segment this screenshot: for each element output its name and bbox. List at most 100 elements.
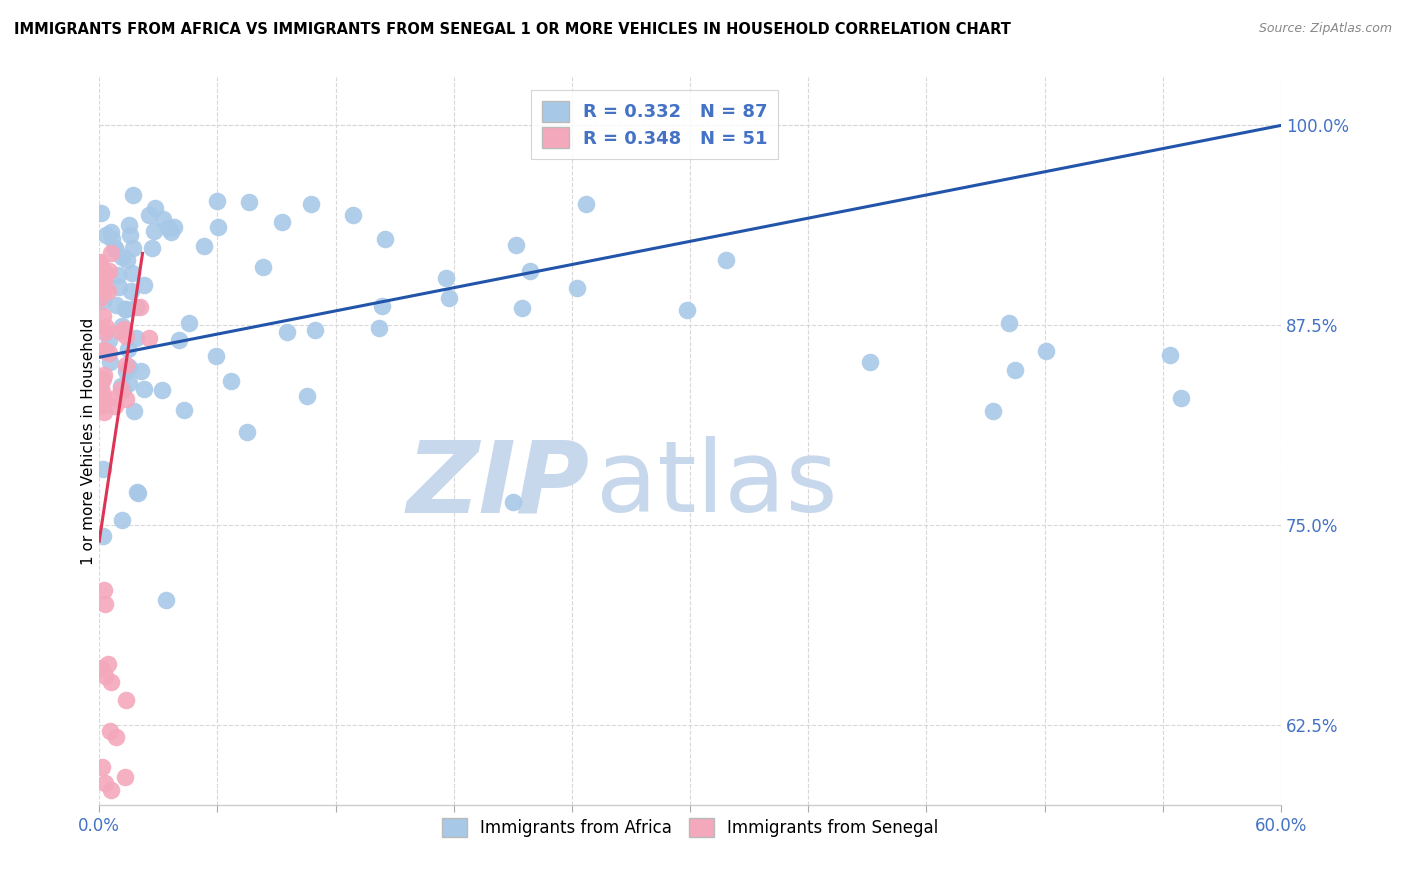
Point (104, 243, 127, 257)
Point (207, 194, 229, 209)
Point (98, 333, 121, 347)
Point (304, 322, 326, 336)
Point (93, 325, 115, 339)
Point (101, 232, 124, 246)
Point (89, 399, 111, 413)
Point (108, 279, 131, 293)
Point (93, 282, 115, 296)
Point (125, 331, 148, 345)
Point (112, 322, 135, 336)
Point (91, 387, 114, 401)
Text: Source: ZipAtlas.com: Source: ZipAtlas.com (1258, 22, 1392, 36)
Point (97, 263, 120, 277)
Point (93, 582, 115, 597)
Point (91, 293, 114, 308)
Point (238, 194, 260, 209)
Point (94, 669, 117, 683)
Point (173, 402, 195, 417)
Point (150, 384, 173, 398)
Point (93, 267, 115, 281)
Point (100, 246, 122, 260)
Point (94, 776, 117, 790)
Point (94, 320, 117, 334)
Point (91, 529, 114, 543)
Point (142, 224, 165, 238)
Point (97, 346, 120, 360)
Point (205, 349, 228, 363)
Point (104, 391, 127, 405)
Point (90, 661, 112, 675)
Point (90, 389, 112, 403)
Point (163, 219, 186, 234)
Point (122, 187, 145, 202)
Point (127, 485, 149, 500)
Point (91, 759, 114, 773)
Point (505, 238, 527, 252)
Point (89, 375, 111, 389)
Point (565, 281, 588, 295)
Point (111, 319, 134, 334)
Point (91, 372, 114, 386)
Point (271, 214, 294, 228)
Point (100, 783, 122, 797)
Point (124, 300, 146, 314)
Point (118, 359, 141, 374)
Point (91, 461, 114, 475)
Point (111, 513, 134, 527)
Point (115, 253, 138, 268)
Point (107, 268, 129, 283)
Point (114, 770, 136, 784)
Point (155, 592, 177, 607)
Point (110, 326, 132, 340)
Point (90, 380, 112, 394)
Point (100, 355, 122, 369)
Point (129, 300, 152, 314)
Point (117, 343, 139, 357)
Point (93, 343, 115, 358)
Point (134, 277, 156, 292)
Point (118, 218, 141, 232)
Point (207, 219, 229, 234)
Point (111, 250, 134, 264)
Point (374, 232, 396, 246)
Point (138, 331, 160, 345)
Point (252, 260, 274, 274)
Legend: Immigrants from Africa, Immigrants from Senegal: Immigrants from Africa, Immigrants from … (436, 812, 945, 844)
Point (297, 389, 319, 403)
Point (104, 241, 127, 255)
Point (152, 212, 174, 227)
Text: ZIP: ZIP (406, 436, 589, 533)
Point (714, 253, 737, 268)
Point (122, 404, 145, 418)
Point (1035, 343, 1057, 358)
Point (115, 359, 138, 373)
Point (104, 298, 127, 312)
Point (114, 692, 136, 706)
Point (93, 343, 115, 357)
Point (114, 302, 136, 317)
Point (138, 208, 160, 222)
Point (100, 675, 122, 690)
Point (89, 254, 111, 268)
Point (299, 197, 322, 211)
Point (90, 273, 112, 287)
Point (122, 241, 145, 255)
Point (89, 392, 111, 406)
Point (676, 302, 699, 317)
Point (89, 256, 111, 270)
Point (91, 398, 114, 412)
Point (93, 273, 115, 287)
Y-axis label: 1 or more Vehicles in Household: 1 or more Vehicles in Household (80, 318, 96, 565)
Point (1004, 362, 1026, 376)
Point (160, 225, 183, 239)
Point (371, 299, 394, 313)
Point (141, 241, 163, 255)
Point (120, 227, 142, 242)
Point (89, 275, 111, 289)
Point (169, 333, 191, 347)
Point (90, 206, 112, 220)
Point (998, 316, 1021, 330)
Text: IMMIGRANTS FROM AFRICA VS IMMIGRANTS FROM SENEGAL 1 OR MORE VEHICLES IN HOUSEHOL: IMMIGRANTS FROM AFRICA VS IMMIGRANTS FRO… (14, 22, 1011, 37)
Point (368, 320, 391, 334)
Point (519, 264, 541, 278)
